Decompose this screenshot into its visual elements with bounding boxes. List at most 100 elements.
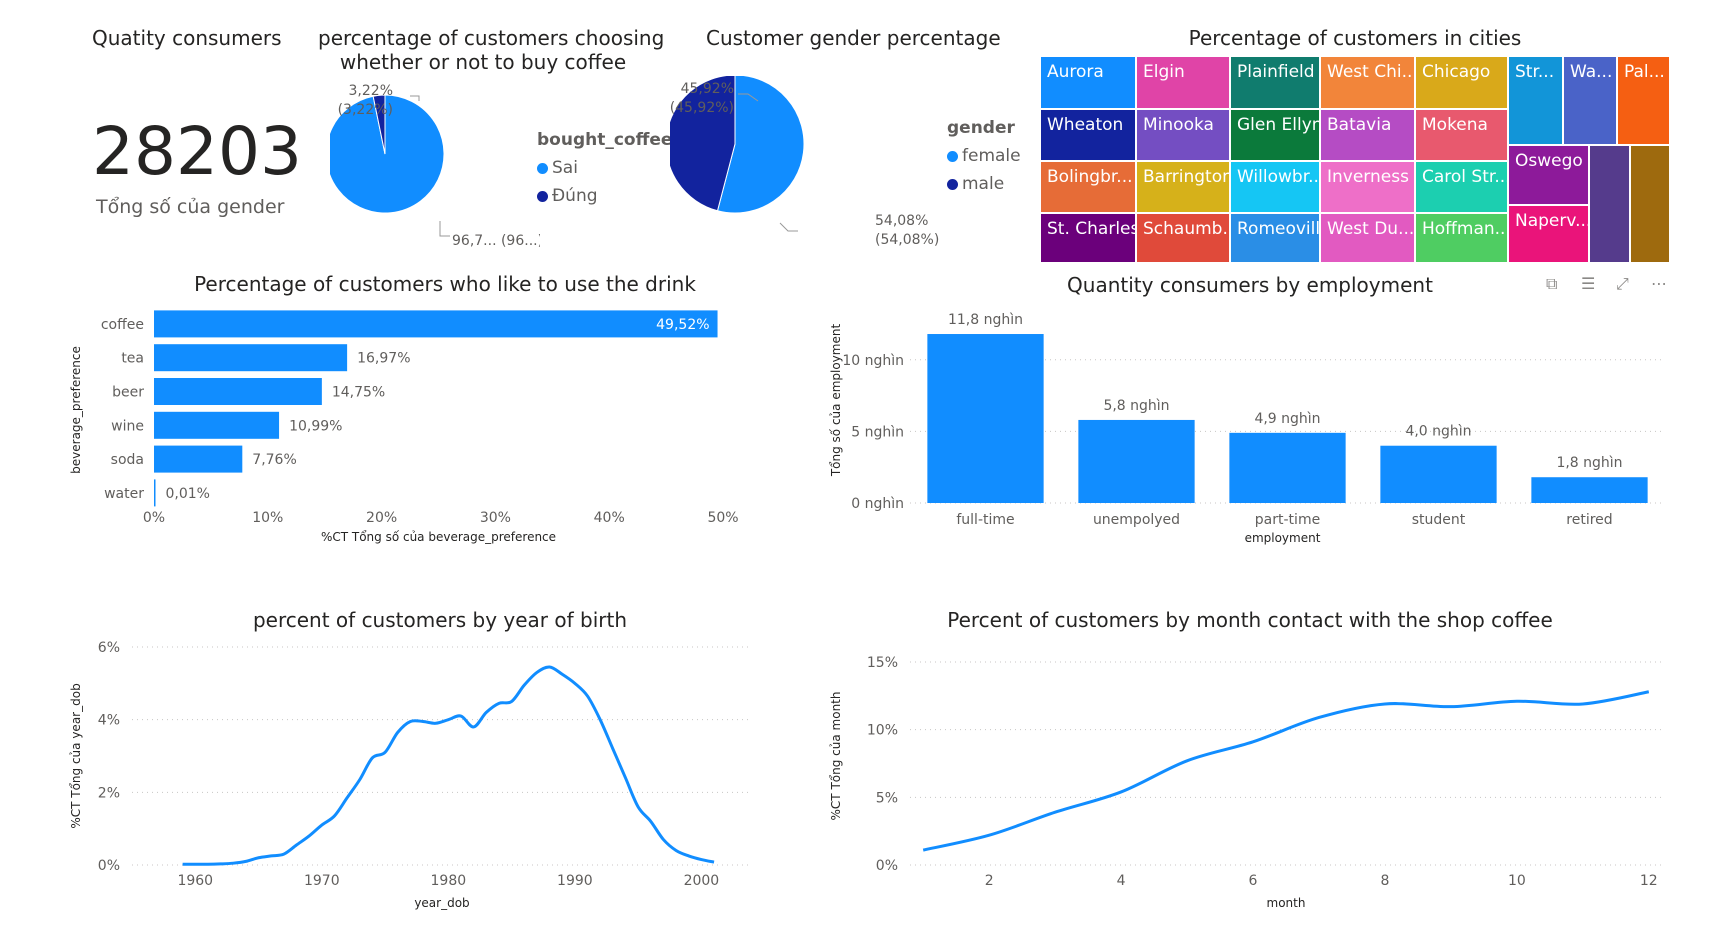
line-month-title: Percent of customers by month contact wi… <box>947 608 1553 632</box>
legend-item-female[interactable]: female <box>947 146 1021 166</box>
treemap-cell-mokena[interactable]: Mokena <box>1415 109 1508 161</box>
vbar-value-label: 1,8 nghìn <box>1556 455 1622 471</box>
line-month-xtick-label: 2 <box>985 873 994 889</box>
treemap-cell-naperv[interactable]: Naperv... <box>1508 205 1589 263</box>
pie-gender-legend: gender female male <box>947 118 1021 194</box>
pie-coffee-slice-sai[interactable] <box>330 94 445 214</box>
line-yob-xtick-label: 2000 <box>684 873 720 889</box>
hbar-bar-water[interactable] <box>154 479 156 507</box>
line-yob-xtick-label: 1960 <box>177 873 213 889</box>
line-month-series-line[interactable] <box>922 690 1650 852</box>
pie-gender-slice-female[interactable] <box>716 76 805 214</box>
line-yob-series-line[interactable] <box>182 665 715 866</box>
treemap-cell-barrington[interactable]: Barrington <box>1136 161 1230 213</box>
treemap-cell-wa[interactable]: Wa... <box>1563 56 1617 145</box>
hbar-bar-coffee[interactable] <box>154 310 718 338</box>
treemap-cell-bolingbr[interactable]: Bolingbr... <box>1040 161 1136 213</box>
treemap-cell-romeoville[interactable]: Romeoville <box>1230 213 1320 263</box>
hbar-category-label: wine <box>111 418 144 434</box>
line-yob-ytick-label: 2% <box>98 785 120 801</box>
treemap-cell-elgin[interactable]: Elgin <box>1136 56 1230 109</box>
vbar-ytick-label: 0 nghìn <box>851 496 904 512</box>
treemap-cell-minooka[interactable]: Minooka <box>1136 109 1230 161</box>
treemap-cell-hoffman[interactable]: Hoffman... <box>1415 213 1508 263</box>
vbar-bar-student[interactable] <box>1380 445 1497 503</box>
hbar-xtick-label: 20% <box>366 510 397 526</box>
hbar-category-label: beer <box>112 385 144 401</box>
legend-item-male[interactable]: male <box>947 174 1021 194</box>
legend-dot-dung <box>537 190 548 202</box>
vbar-chart[interactable]: 0 nghìn 5 nghìn 10 nghìn 11,8 nghìn full-tim… <box>820 300 1680 605</box>
pie-coffee-title-line2: whether or not to buy coffee <box>339 50 627 74</box>
line-yob-chart[interactable]: 0% 2% 4% 6% 1960 1970 1980 1990 2000 year_dob %CT … <box>60 630 820 930</box>
treemap-cell-west-chi[interactable]: West Chi... <box>1320 56 1415 109</box>
treemap-cell-glen-ellyn[interactable]: Glen Ellyn <box>1230 109 1320 161</box>
pie-gender-slice-male[interactable] <box>670 76 736 212</box>
hbar-bar-wine[interactable] <box>154 411 280 439</box>
pie-gender-chart[interactable]: 45,92% (45,92%) 54,08% (54,08%) <box>670 76 940 256</box>
pie-gender-label-female-2: (54,08%) <box>875 232 939 248</box>
hbar-bar-tea[interactable] <box>154 344 348 372</box>
treemap-cell-plainfield[interactable]: Plainfield <box>1230 56 1320 109</box>
legend-item-sai[interactable]: Sai <box>537 158 672 178</box>
vbar-bar-unempolyed[interactable] <box>1078 419 1195 503</box>
vbar-bar-part-time[interactable] <box>1229 432 1346 503</box>
line-month-y-axis-title: %CT Tổng của month <box>829 692 843 821</box>
line-yob-xtick-label: 1980 <box>431 873 467 889</box>
hbar-bar-beer[interactable] <box>154 378 322 405</box>
treemap-cell-batavia[interactable]: Batavia <box>1320 109 1415 161</box>
vbar-title: Quantity consumers by employment <box>1067 273 1433 297</box>
line-month-x-axis-title: month <box>1267 896 1306 910</box>
treemap-cell-inverness[interactable]: Inverness <box>1320 161 1415 213</box>
hbar-value-label: 49,52% <box>656 317 709 333</box>
treemap-cell-schaumb[interactable]: Schaumb... <box>1136 213 1230 263</box>
pie-coffee-chart[interactable]: 3,22% (3,22%) 96,7... (96...) <box>330 76 540 266</box>
vbar-ytick-label: 10 nghìn <box>842 353 904 369</box>
treemap-cell-aurora[interactable]: Aurora <box>1040 56 1136 109</box>
focus-mode-icon[interactable]: ⤢ <box>1616 274 1629 293</box>
more-options-icon[interactable]: ⋯ <box>1651 274 1667 293</box>
legend-dot-male <box>947 178 958 190</box>
treemap-cell-str[interactable]: Str... <box>1508 56 1563 145</box>
treemap-cell-willowbr[interactable]: Willowbr... <box>1230 161 1320 213</box>
treemap-cell-oswego[interactable]: Oswego <box>1508 145 1589 205</box>
line-yob-ytick-label: 4% <box>98 713 120 729</box>
treemap-cell-chicago[interactable]: Chicago <box>1415 56 1508 109</box>
treemap-cell-unlabeled[interactable] <box>1589 145 1630 263</box>
line-yob-xtick-label: 1970 <box>304 873 340 889</box>
legend-item-dung[interactable]: Đúng <box>537 186 672 206</box>
vbar-value-label: 4,9 nghìn <box>1254 411 1320 427</box>
treemap-cell-pal[interactable]: Pal... <box>1617 56 1670 145</box>
pie-gender-title: Customer gender percentage <box>706 26 1001 50</box>
filter-icon[interactable]: ☰ <box>1581 274 1596 293</box>
line-yob-xtick-label: 1990 <box>557 873 593 889</box>
treemap-chart[interactable]: Aurora Elgin Plainfield West Chi... Chicago S… <box>1040 56 1670 263</box>
treemap-cell-unlabeled[interactable] <box>1630 145 1670 263</box>
treemap-cell-carol-str[interactable]: Carol Str... <box>1415 161 1508 213</box>
hbar-bar-soda[interactable] <box>154 445 243 473</box>
pie-gender-label-male-1: 45,92% <box>681 81 734 97</box>
vbar-bar-full-time[interactable] <box>927 334 1044 503</box>
pie-coffee-slice-đúng[interactable] <box>372 94 386 155</box>
pie-coffee-label-big: 96,7... (96...) <box>452 233 540 249</box>
legend-dot-female <box>947 150 958 162</box>
vbar-bar-retired[interactable] <box>1531 477 1648 503</box>
copy-icon[interactable]: ⧉ <box>1546 274 1558 293</box>
hbar-chart[interactable]: coffee 49,52% tea 16,97% beer 14,75% wine 10,99… <box>60 300 820 600</box>
vbar-value-label: 5,8 nghìn <box>1103 398 1169 414</box>
pie-gender-legend-title: gender <box>947 118 1015 138</box>
hbar-value-label: 7,76% <box>252 452 296 468</box>
line-month-ytick-label: 5% <box>876 790 898 806</box>
line-yob-ytick-label: 0% <box>98 858 120 874</box>
line-month-xtick-label: 12 <box>1640 873 1658 889</box>
pie-coffee-legend-title: bought_coffee <box>537 130 673 150</box>
vbar-category-label: full-time <box>956 512 1014 528</box>
treemap-cell-st-charles[interactable]: St. Charles <box>1040 213 1136 263</box>
card-value: 28203 <box>92 113 302 190</box>
card-subtitle: Tổng số của gender <box>96 196 285 218</box>
treemap-cell-wheaton[interactable]: Wheaton <box>1040 109 1136 161</box>
legend-label-female: female <box>962 146 1021 166</box>
vbar-category-label: part-time <box>1255 512 1320 528</box>
treemap-cell-west-du[interactable]: West Du... <box>1320 213 1415 263</box>
line-month-chart[interactable]: 0% 5% 10% 15% 2 4 6 8 10 12 month %CT Tổng của mont… <box>820 630 1680 930</box>
